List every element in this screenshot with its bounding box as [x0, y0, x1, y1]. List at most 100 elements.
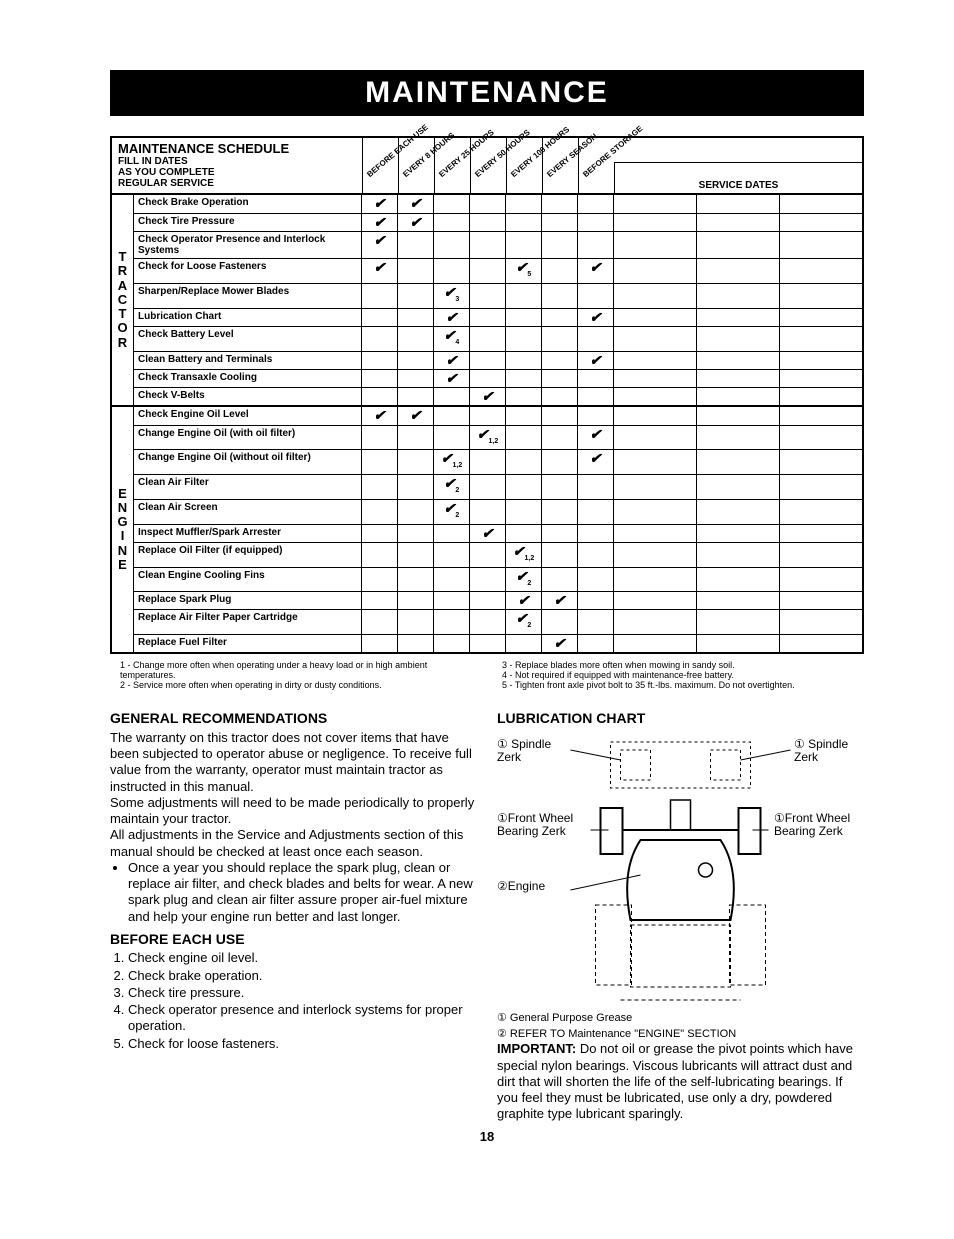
table-row: Check Engine Oil Level✔✔ [134, 407, 862, 425]
list-item: Check operator presence and interlock sy… [128, 1002, 477, 1035]
service-date-cell[interactable] [614, 568, 697, 592]
check-cell [398, 475, 434, 499]
service-date-cell[interactable] [614, 195, 697, 213]
service-date-cell[interactable] [780, 407, 862, 425]
check-cell: ✔ [542, 592, 578, 609]
service-date-cell[interactable] [697, 232, 780, 258]
service-date-cell[interactable] [614, 450, 697, 474]
check-cell [506, 232, 542, 258]
check-cell [506, 388, 542, 405]
label-engine: ②Engine [497, 880, 545, 893]
service-date-cell[interactable] [780, 232, 862, 258]
service-date-cell[interactable] [614, 259, 697, 283]
check-cell [506, 635, 542, 652]
service-date-cell[interactable] [614, 327, 697, 351]
service-date-cell[interactable] [697, 610, 780, 634]
check-cell: ✔ [506, 592, 542, 609]
service-date-cell[interactable] [780, 195, 862, 213]
table-row: Replace Oil Filter (if equipped)✔1,2 [134, 542, 862, 567]
service-date-cell[interactable] [697, 388, 780, 405]
service-date-cell[interactable] [697, 352, 780, 369]
service-date-cell[interactable] [697, 370, 780, 387]
service-date-cell[interactable] [614, 284, 697, 308]
gen-rec-p1: The warranty on this tractor does not co… [110, 730, 477, 795]
service-date-cell[interactable] [780, 284, 862, 308]
service-date-cell[interactable] [614, 214, 697, 231]
service-date-cell[interactable] [780, 370, 862, 387]
check-cell [542, 610, 578, 634]
check-cell [470, 214, 506, 231]
task-label: Change Engine Oil (with oil filter) [134, 426, 362, 450]
service-date-cell[interactable] [780, 327, 862, 351]
service-date-cell[interactable] [780, 388, 862, 405]
service-date-cell[interactable] [697, 475, 780, 499]
task-label: Change Engine Oil (without oil filter) [134, 450, 362, 474]
service-date-cell[interactable] [614, 475, 697, 499]
service-date-cell[interactable] [614, 309, 697, 326]
check-cell [542, 426, 578, 450]
check-cell [578, 475, 614, 499]
service-date-cell[interactable] [697, 592, 780, 609]
service-date-cell[interactable] [780, 450, 862, 474]
service-date-cell[interactable] [614, 500, 697, 524]
service-date-cell[interactable] [780, 309, 862, 326]
service-date-cell[interactable] [780, 543, 862, 567]
service-date-cell[interactable] [780, 592, 862, 609]
service-date-cell[interactable] [614, 388, 697, 405]
task-label: Replace Air Filter Paper Cartridge [134, 610, 362, 634]
service-date-cell[interactable] [614, 543, 697, 567]
service-date-cell[interactable] [614, 407, 697, 425]
service-date-cell[interactable] [697, 195, 780, 213]
service-date-cell[interactable] [614, 592, 697, 609]
gen-rec-heading: GENERAL RECOMMENDATIONS [110, 710, 477, 728]
service-date-cell[interactable] [780, 525, 862, 542]
service-date-cell[interactable] [614, 610, 697, 634]
service-date-cell[interactable] [697, 309, 780, 326]
service-date-cell[interactable] [697, 214, 780, 231]
service-date-cell[interactable] [697, 543, 780, 567]
check-cell [506, 525, 542, 542]
service-date-cell[interactable] [697, 525, 780, 542]
check-cell [434, 543, 470, 567]
service-date-cell[interactable] [780, 635, 862, 652]
table-body: TRACTORCheck Brake Operation✔✔Check Tire… [112, 195, 862, 652]
service-date-cell[interactable] [780, 568, 862, 592]
service-date-cell[interactable] [780, 214, 862, 231]
service-date-cell[interactable] [697, 635, 780, 652]
service-date-cell[interactable] [614, 635, 697, 652]
lubrication-diagram: ① Spindle Zerk ① Spindle Zerk ①Front Whe… [497, 730, 864, 1010]
gen-rec-p2: Some adjustments will need to be made pe… [110, 795, 477, 828]
service-date-cell[interactable] [697, 450, 780, 474]
check-cell [470, 543, 506, 567]
task-label: Check for Loose Fasteners [134, 259, 362, 283]
check-cell [578, 195, 614, 213]
service-date-cell[interactable] [780, 352, 862, 369]
check-cell [542, 259, 578, 283]
service-date-cell[interactable] [697, 426, 780, 450]
service-date-cell[interactable] [614, 370, 697, 387]
service-date-cell[interactable] [697, 500, 780, 524]
service-date-cell[interactable] [780, 610, 862, 634]
service-date-cell[interactable] [697, 407, 780, 425]
service-date-cell[interactable] [614, 352, 697, 369]
service-date-cell[interactable] [614, 525, 697, 542]
table-row: Inspect Muffler/Spark Arrester✔ [134, 524, 862, 542]
service-date-cell[interactable] [780, 475, 862, 499]
task-label: Sharpen/Replace Mower Blades [134, 284, 362, 308]
check-cell: ✔ [470, 388, 506, 405]
service-date-cell[interactable] [780, 426, 862, 450]
check-cell [470, 370, 506, 387]
check-cell [578, 610, 614, 634]
service-date-cell[interactable] [697, 259, 780, 283]
service-date-cell[interactable] [697, 327, 780, 351]
service-date-cell[interactable] [780, 259, 862, 283]
service-date-cell[interactable] [697, 568, 780, 592]
check-cell: ✔3 [434, 284, 470, 308]
check-cell [434, 525, 470, 542]
service-date-cell[interactable] [614, 426, 697, 450]
maintenance-table: MAINTENANCE SCHEDULE FILL IN DATES AS YO… [110, 136, 864, 654]
service-date-cell[interactable] [697, 284, 780, 308]
service-date-cell[interactable] [780, 500, 862, 524]
check-cell [470, 610, 506, 634]
service-date-cell[interactable] [614, 232, 697, 258]
